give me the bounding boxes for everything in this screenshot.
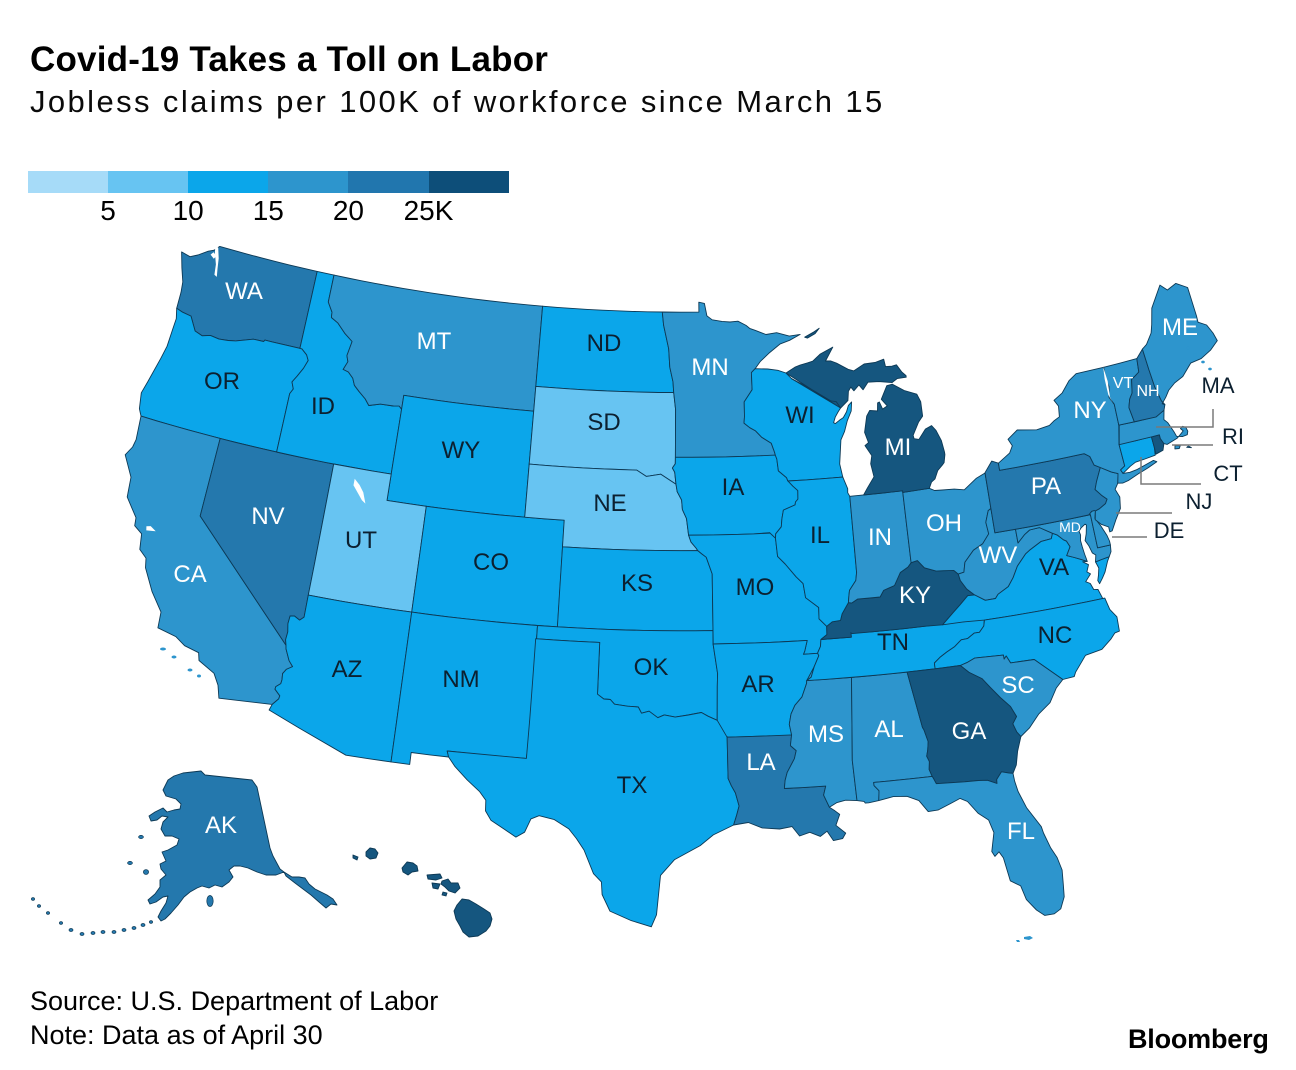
svg-text:OR: OR (204, 368, 240, 395)
svg-text:PA: PA (1031, 473, 1061, 500)
svg-text:WV: WV (979, 542, 1018, 569)
svg-text:CA: CA (173, 561, 206, 588)
svg-text:WI: WI (785, 402, 814, 429)
svg-text:TN: TN (877, 629, 909, 656)
svg-text:RI: RI (1222, 424, 1244, 449)
svg-text:KS: KS (621, 570, 653, 597)
svg-text:KY: KY (899, 582, 931, 609)
svg-text:ID: ID (311, 393, 335, 420)
svg-text:NV: NV (251, 503, 284, 530)
svg-text:MI: MI (885, 434, 912, 461)
svg-text:GA: GA (952, 718, 987, 745)
svg-text:WA: WA (225, 278, 263, 305)
svg-text:NC: NC (1038, 622, 1073, 649)
svg-text:NJ: NJ (1186, 489, 1213, 514)
svg-text:MN: MN (691, 354, 728, 381)
svg-text:MD: MD (1059, 519, 1081, 535)
svg-text:IN: IN (868, 524, 892, 551)
svg-text:LA: LA (746, 749, 775, 776)
svg-text:ND: ND (587, 330, 622, 357)
svg-text:VA: VA (1039, 554, 1069, 581)
svg-text:IL: IL (810, 522, 830, 549)
svg-text:NY: NY (1073, 397, 1106, 424)
svg-text:OH: OH (926, 510, 962, 537)
svg-text:AZ: AZ (332, 656, 363, 683)
svg-text:CT: CT (1213, 461, 1242, 486)
svg-text:NE: NE (593, 490, 626, 517)
svg-text:NH: NH (1136, 383, 1159, 400)
svg-text:OK: OK (634, 654, 669, 681)
svg-text:AL: AL (874, 716, 903, 743)
svg-text:VT: VT (1113, 375, 1134, 392)
svg-text:MO: MO (736, 574, 775, 601)
svg-text:WY: WY (442, 437, 481, 464)
svg-text:FL: FL (1007, 818, 1035, 845)
svg-text:CO: CO (473, 549, 509, 576)
svg-text:MA: MA (1202, 373, 1235, 398)
svg-text:DE: DE (1154, 518, 1185, 543)
svg-text:MT: MT (417, 328, 452, 355)
svg-text:IA: IA (722, 474, 745, 501)
svg-text:AK: AK (205, 812, 237, 839)
svg-text:SC: SC (1001, 672, 1034, 699)
svg-text:ME: ME (1162, 314, 1198, 341)
svg-text:AR: AR (741, 671, 774, 698)
svg-text:TX: TX (617, 772, 648, 799)
svg-text:SD: SD (587, 409, 620, 436)
svg-text:UT: UT (345, 527, 377, 554)
svg-text:NM: NM (442, 666, 479, 693)
svg-text:MS: MS (808, 721, 844, 748)
